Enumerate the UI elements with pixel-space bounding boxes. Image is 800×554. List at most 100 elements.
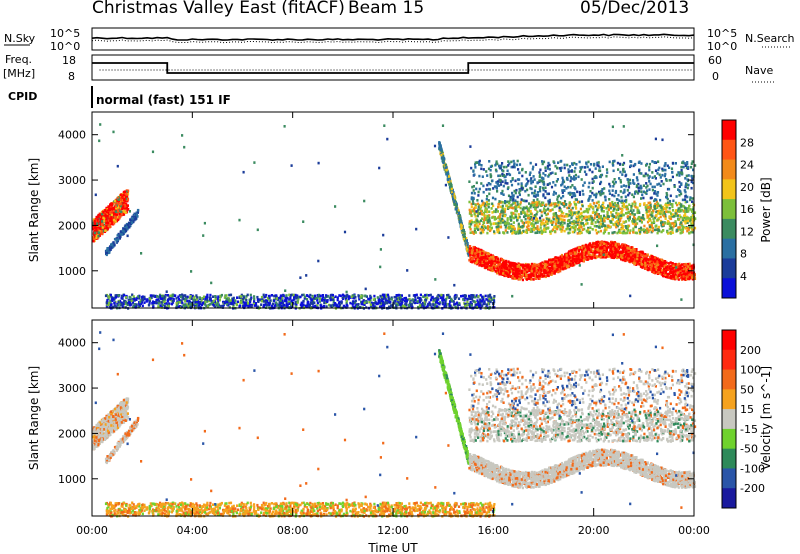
power-cell [317, 293, 321, 297]
power-cell [449, 180, 452, 184]
power-cell [484, 251, 487, 254]
power-cell [120, 199, 123, 203]
power-cell [444, 163, 447, 167]
power-cell [300, 301, 303, 305]
power-cell [292, 293, 295, 297]
power-cell [457, 209, 460, 212]
power-cell [194, 302, 197, 306]
power-cell [627, 257, 630, 260]
power-cell [165, 302, 168, 305]
power-cell [369, 294, 372, 298]
power-cell [523, 267, 526, 271]
power-cell [662, 259, 665, 263]
power-cell [552, 258, 555, 261]
power-cell [103, 225, 106, 229]
power-cell [268, 294, 271, 298]
power-cell [487, 294, 490, 297]
power-cell [596, 244, 600, 247]
power-cell [223, 301, 226, 305]
power-cell [220, 304, 223, 308]
power-cell [103, 211, 106, 215]
power-cell [149, 297, 152, 301]
power-cell [464, 304, 467, 308]
power-cell [120, 302, 124, 306]
power-cell [482, 298, 485, 301]
power-cell [310, 298, 313, 301]
power-cell [122, 192, 125, 195]
power-cell [123, 210, 126, 214]
power-cell [518, 269, 521, 272]
power-cell [266, 296, 270, 300]
power-cell [135, 303, 138, 306]
noise-tick-right-bottom: 10^0 [707, 40, 737, 53]
power-cell [474, 295, 477, 299]
power-cell [302, 293, 305, 297]
power-cell [487, 299, 490, 303]
power-cell [493, 300, 496, 304]
power-cell [302, 299, 305, 303]
power-cell [116, 206, 120, 209]
power-cell [132, 306, 135, 309]
power-cell [607, 242, 610, 246]
power-cell [537, 272, 541, 275]
power-cell [109, 225, 112, 228]
power-cell [458, 302, 461, 305]
power-cell [92, 238, 95, 241]
power-cell [233, 301, 236, 304]
power-cell [123, 300, 126, 304]
power-cell [460, 227, 463, 231]
power-cell [455, 301, 459, 305]
power-cell [201, 301, 204, 305]
power-cell [236, 296, 239, 299]
power-cell [483, 302, 486, 306]
power-cell [175, 297, 178, 300]
power-cell [402, 298, 405, 301]
power-cell [115, 305, 118, 309]
power-cell [448, 296, 451, 299]
power-cell [106, 214, 109, 218]
power-cell [136, 215, 139, 218]
power-cell [166, 300, 169, 303]
power-cell [456, 210, 459, 213]
power-cell [660, 269, 664, 272]
power-cell [485, 298, 488, 301]
power-cell [113, 222, 116, 225]
power-cell [685, 277, 688, 281]
power-cell [171, 299, 174, 303]
power-cell [509, 265, 512, 268]
power-cell [388, 298, 391, 301]
power-cell [129, 218, 132, 222]
power-cell [98, 234, 101, 237]
power-cell [210, 300, 213, 303]
power-cell [99, 226, 103, 230]
power-cell [617, 250, 620, 253]
power-cell [116, 216, 119, 219]
power-cell [517, 272, 520, 275]
power-cell [669, 264, 672, 268]
power-cell [276, 303, 279, 307]
power-cell [177, 295, 180, 299]
power-cell [642, 255, 646, 258]
power-cell [262, 293, 265, 297]
power-cell [316, 297, 319, 300]
power-cell [132, 218, 135, 222]
power-cell [151, 302, 154, 305]
power-cell [583, 244, 586, 248]
power-cell [568, 250, 571, 253]
power-cell [178, 294, 181, 297]
power-cell [418, 301, 421, 304]
power-cell [273, 304, 276, 308]
power-cell [98, 230, 101, 233]
power-cell [403, 299, 407, 303]
power-cell [650, 267, 653, 270]
power-cell [340, 300, 343, 303]
power-cell [630, 246, 633, 249]
power-cell [279, 294, 282, 297]
power-cell [445, 304, 448, 308]
power-cell [542, 269, 545, 273]
power-cell [92, 227, 95, 231]
power-cell [296, 301, 299, 304]
power-cell [434, 303, 437, 306]
power-cell [448, 183, 451, 186]
